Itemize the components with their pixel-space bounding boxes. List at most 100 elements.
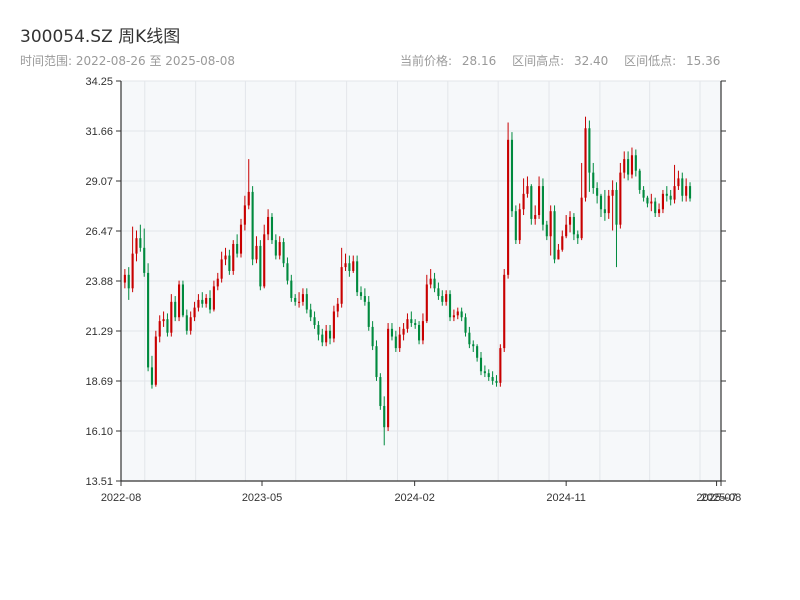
candle-body — [383, 405, 386, 428]
candle-body — [638, 170, 641, 190]
candle-body — [298, 301, 301, 303]
candle-body — [518, 209, 521, 241]
candle-body — [143, 247, 146, 273]
y-tick-label: 21.29 — [85, 326, 113, 338]
candle-body — [375, 346, 378, 378]
candle-body — [646, 197, 649, 204]
axes: 34.25 31.66 29.07 26.47 23.88 21.29 18.69 16.10… — [85, 76, 741, 504]
candle-body — [448, 294, 452, 318]
candle-body — [576, 234, 579, 239]
candle-body — [255, 245, 258, 260]
candle-body — [561, 236, 564, 250]
candle-body — [286, 263, 289, 281]
range-low-value: 15.36 — [686, 54, 721, 68]
candle-body — [406, 319, 409, 329]
range-separator: 至 — [149, 54, 162, 68]
candle-body — [267, 216, 270, 235]
candle-body — [514, 211, 517, 241]
candle-body — [247, 191, 250, 206]
candle-body — [627, 159, 630, 175]
candle-body — [282, 242, 285, 264]
candle-body — [278, 242, 281, 256]
candle-body — [414, 323, 417, 325]
candle-body — [429, 278, 432, 285]
x-tick-label: 2022-08 — [101, 492, 141, 504]
x-tick-label: 2024-11 — [546, 492, 586, 504]
candle-body — [313, 317, 316, 325]
candle-body — [147, 272, 150, 368]
candle-body — [580, 197, 583, 239]
candle-body — [565, 224, 568, 237]
candle-body — [305, 294, 308, 310]
y-tick-label: 29.07 — [85, 176, 113, 188]
candle-body — [294, 297, 297, 302]
candle-body — [603, 209, 606, 214]
candle-body — [205, 297, 208, 304]
chart-title: 300054.SZ 周K线图 — [20, 27, 181, 47]
candle-body — [545, 224, 548, 237]
candle-body — [634, 155, 637, 171]
candle-body — [499, 348, 502, 383]
price-stats: 当前价格: 28.16 区间高点: 32.40 区间低点: 15.36 — [400, 52, 732, 69]
candle-body — [557, 249, 560, 260]
candle-body — [162, 319, 165, 322]
range-high-label: 区间高点: — [512, 54, 565, 68]
candle-body — [336, 303, 339, 312]
candle-body — [441, 296, 444, 302]
candle-body — [290, 280, 293, 298]
candle-body — [623, 159, 626, 173]
candle-body — [615, 189, 618, 225]
candle-body — [174, 301, 177, 318]
candle-body — [325, 330, 328, 343]
candle-body — [379, 377, 382, 406]
candle-body — [534, 215, 537, 219]
candle-body — [472, 344, 475, 347]
candle-body — [208, 297, 212, 310]
candle-body — [224, 255, 227, 260]
candle-body — [212, 286, 215, 310]
candle-body — [332, 311, 335, 339]
candle-body — [584, 128, 587, 198]
candle-body — [433, 278, 436, 289]
candle-body — [654, 201, 657, 214]
candle-body — [507, 139, 510, 275]
candle-body — [359, 292, 363, 297]
current-price: 当前价格: 28.16 — [400, 54, 502, 68]
candle-body — [321, 334, 324, 343]
candle-body — [681, 178, 684, 196]
candle-body — [201, 299, 204, 304]
candle-body — [421, 321, 424, 341]
candle-body — [456, 311, 459, 316]
candle-body — [348, 263, 351, 271]
candle-body — [352, 261, 355, 271]
candle-body — [596, 188, 599, 196]
candle-body — [669, 195, 672, 200]
candle-body — [390, 328, 394, 337]
candle-body — [607, 195, 610, 214]
candle-body — [487, 373, 490, 378]
candle-body — [127, 274, 130, 289]
candle-body — [251, 191, 254, 260]
candle-body — [301, 294, 304, 302]
candle-body — [526, 186, 529, 194]
y-tick-label: 31.66 — [85, 126, 113, 138]
candle-body — [394, 336, 397, 349]
candle-body — [549, 211, 552, 237]
candle-body — [197, 299, 200, 308]
y-tick-label: 23.88 — [85, 276, 113, 288]
y-tick-label: 26.47 — [85, 226, 113, 238]
candle-body — [568, 216, 572, 225]
candle-body — [123, 274, 126, 283]
date-range: 时间范围: 2022-08-26 至 2025-08-08 — [20, 52, 235, 69]
candle-body — [437, 288, 440, 297]
range-label: 时间范围: — [20, 54, 73, 68]
candle-body — [538, 186, 541, 216]
range-start: 2022-08-26 — [75, 54, 146, 68]
range-end: 2025-08-08 — [165, 54, 236, 68]
candle-body — [131, 253, 134, 289]
candle-body — [592, 172, 595, 189]
candle-body — [495, 380, 498, 383]
candle-body — [150, 367, 154, 385]
candle-body — [270, 216, 274, 241]
x-tick-label: 2025-07 — [696, 492, 736, 504]
